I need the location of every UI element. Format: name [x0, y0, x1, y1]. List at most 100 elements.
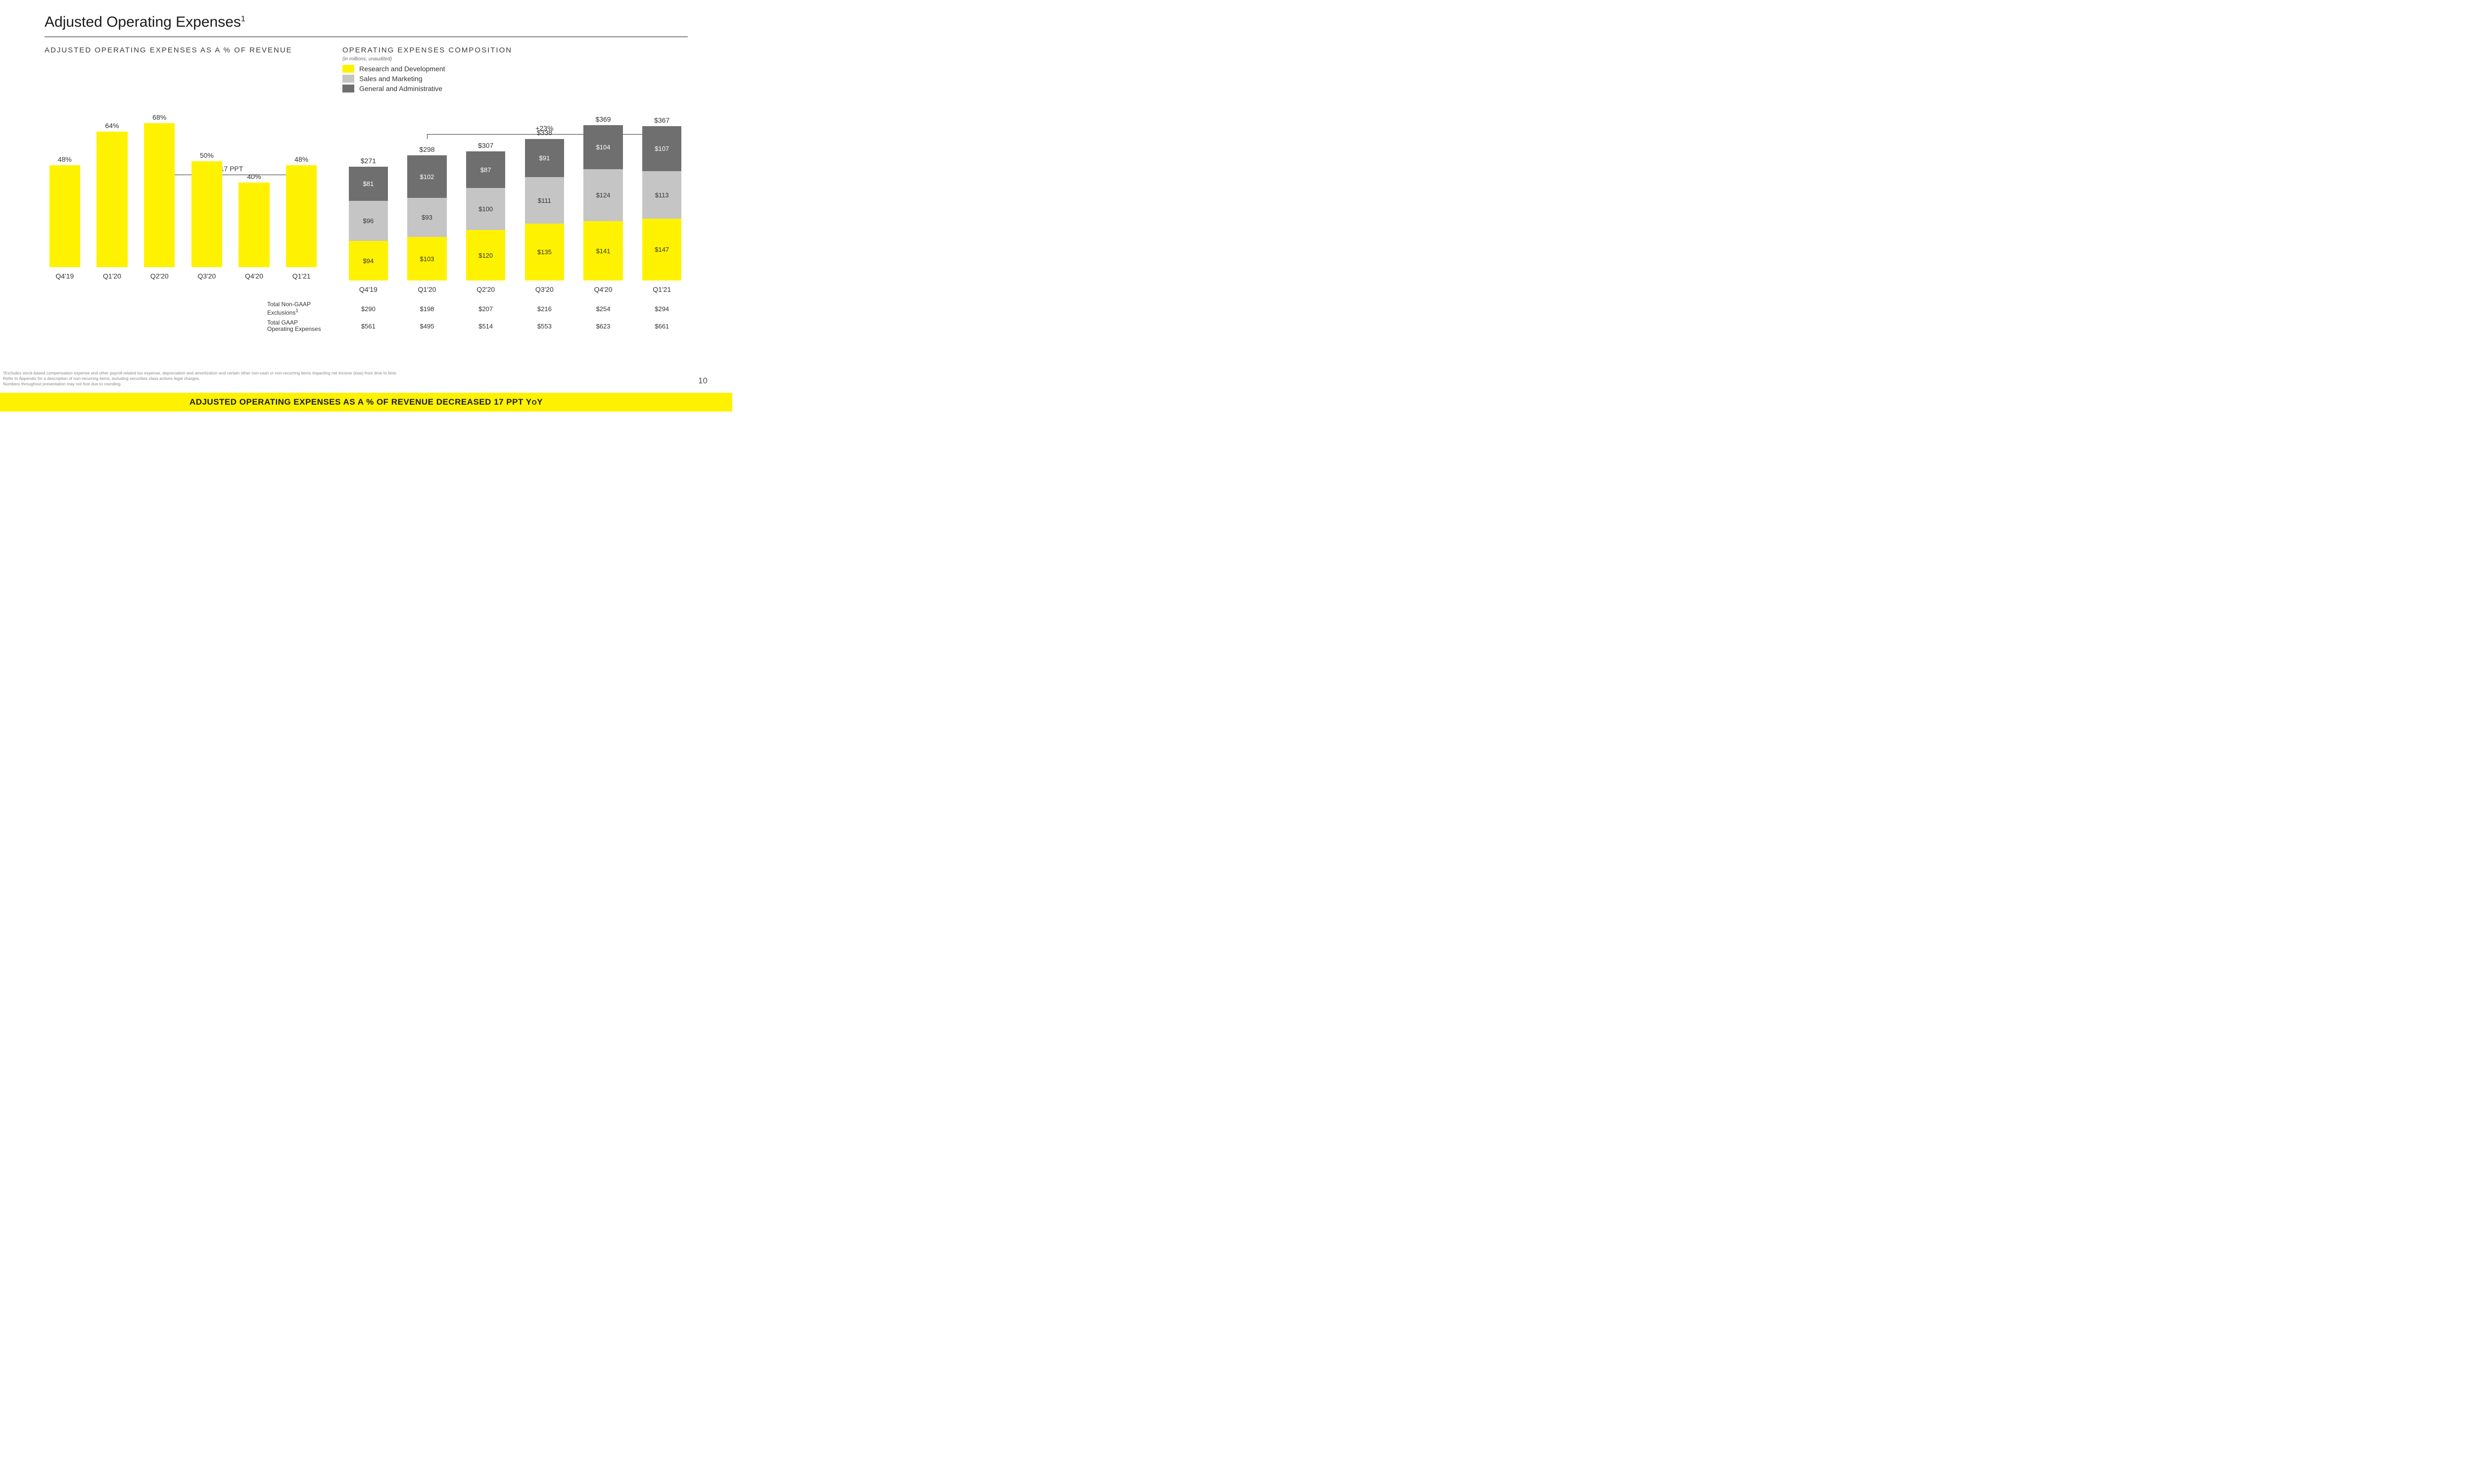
right-x-axis: Q4'19 Q1'20 Q2'20 Q3'20 Q4'20 Q1'21: [342, 280, 688, 293]
right-chart-subnote: (in millions, unaudited): [342, 56, 688, 62]
stacked-bar-col: $307 $120$100$87: [460, 112, 512, 280]
bar-segment: $87: [466, 151, 506, 188]
data-row-label: Total Non-GAAPExclusions1: [267, 301, 342, 317]
data-rows: Total Non-GAAPExclusions1$290$198$207$21…: [342, 301, 688, 333]
legend: Research and Development Sales and Market…: [342, 65, 688, 93]
footnote-line: ¹Excludes stock-based compensation expen…: [3, 371, 722, 376]
bar-total-label: $369: [577, 115, 629, 123]
x-axis-label: Q4'20: [234, 272, 275, 280]
bar-total-label: $307: [460, 141, 512, 149]
bar-segment: $102: [407, 155, 447, 198]
bar-segment: $111: [525, 177, 565, 224]
legend-label: Sales and Marketing: [359, 75, 423, 83]
slide-content: Adjusted Operating Expenses1 ADJUSTED OP…: [0, 0, 732, 336]
bar-col: 50%: [187, 119, 227, 267]
legend-swatch: [342, 85, 354, 93]
left-chart: ADJUSTED OPERATING EXPENSES AS A % OF RE…: [45, 46, 322, 336]
bar-segment: $94: [349, 241, 388, 280]
x-axis-label: Q1'20: [92, 272, 133, 280]
legend-label: General and Administrative: [359, 85, 442, 93]
x-axis-label: Q4'19: [45, 272, 85, 280]
bar-total-label: $367: [636, 116, 688, 124]
bar-stack: $103$93$102: [407, 155, 447, 280]
bar: [144, 123, 175, 267]
bar-segment: $91: [525, 139, 565, 177]
x-axis-label: Q4'19: [342, 285, 394, 293]
bar-total-label: $338: [519, 129, 571, 137]
bar-segment: $141: [583, 221, 623, 280]
bar-total-label: $298: [401, 145, 453, 153]
legend-item: Sales and Marketing: [342, 75, 688, 83]
bar: [191, 161, 222, 267]
bottom-banner: ADJUSTED OPERATING EXPENSES AS A % OF RE…: [0, 393, 732, 412]
data-row-value: $561: [342, 323, 394, 330]
legend-label: Research and Development: [359, 65, 445, 73]
bar-segment: $107: [642, 126, 682, 171]
legend-swatch: [342, 75, 354, 83]
charts-row: ADJUSTED OPERATING EXPENSES AS A % OF RE…: [45, 46, 688, 336]
legend-swatch: [342, 65, 354, 73]
right-chart-title: OPERATING EXPENSES COMPOSITION: [342, 46, 688, 54]
bar-segment: $104: [583, 125, 623, 169]
bar-segment: $100: [466, 188, 506, 230]
data-row-values: $290$198$207$216$254$294: [342, 305, 688, 313]
bar-segment: $96: [349, 201, 388, 241]
page-title: Adjusted Operating Expenses1: [45, 14, 688, 31]
bar-value-label: 48%: [281, 155, 322, 163]
data-row-value: $198: [401, 305, 453, 313]
bar-stack: $120$100$87: [466, 151, 506, 280]
stacked-bar-col: $271 $94$96$81: [342, 112, 394, 280]
data-row-value: $623: [577, 323, 629, 330]
stacked-bar-col: $298 $103$93$102: [401, 112, 453, 280]
bar: [238, 183, 269, 267]
x-axis-label: Q1'20: [401, 285, 453, 293]
bar-value-label: 50%: [187, 151, 227, 159]
data-row-value: $207: [460, 305, 512, 313]
x-axis-label: Q3'20: [519, 285, 571, 293]
bar-segment: $113: [642, 171, 682, 219]
data-row-label: Total GAAPOperating Expenses: [267, 320, 342, 333]
data-row: Total Non-GAAPExclusions1$290$198$207$21…: [342, 301, 688, 317]
bar-col: 68%: [139, 119, 180, 267]
x-axis-label: Q1'21: [636, 285, 688, 293]
x-axis-label: Q1'21: [281, 272, 322, 280]
bar-value-label: 68%: [139, 113, 180, 121]
bar-col: 48%: [281, 119, 322, 267]
bar-stack: $135$111$91: [525, 139, 565, 280]
x-axis-label: Q2'20: [460, 285, 512, 293]
legend-item: Research and Development: [342, 65, 688, 73]
page-number: 10: [698, 376, 708, 386]
data-row-value: $553: [519, 323, 571, 330]
bar-stack: $94$96$81: [349, 167, 388, 280]
x-axis-label: Q3'20: [187, 272, 227, 280]
left-chart-title: ADJUSTED OPERATING EXPENSES AS A % OF RE…: [45, 46, 322, 54]
bar-segment: $93: [407, 198, 447, 237]
data-row-value: $216: [519, 305, 571, 313]
left-bars-row: 48%64%68%50%40%48%: [45, 119, 322, 267]
bar: [96, 132, 127, 267]
right-bars-row: $271 $94$96$81 $298 $103$93$102 $307 $120$100…: [342, 112, 688, 280]
x-axis-label: Q4'20: [577, 285, 629, 293]
bar-col: 64%: [92, 119, 133, 267]
x-axis-label: Q2'20: [139, 272, 180, 280]
left-x-axis: Q4'19 Q1'20 Q2'20 Q3'20 Q4'20 Q1'21: [45, 267, 322, 280]
data-row-value: $661: [636, 323, 688, 330]
data-row-value: $495: [401, 323, 453, 330]
bar: [49, 165, 80, 267]
bar-value-label: 64%: [92, 122, 133, 130]
bar-total-label: $271: [342, 157, 394, 165]
data-row-values: $561 $495 $514 $553 $623 $661: [342, 323, 688, 330]
data-row: Total GAAPOperating Expenses$561$495$514…: [342, 320, 688, 333]
bar-segment: $124: [583, 169, 623, 221]
right-chart-area: +23% $271$94$96$81$298$103$93$102$307$12…: [342, 112, 688, 333]
bar-stack: $147$113$107: [642, 126, 682, 280]
bar-segment: $120: [466, 230, 506, 280]
bar-segment: $81: [349, 167, 388, 201]
data-row-value: $294: [636, 305, 688, 313]
stacked-bar-col: $367 $147$113$107: [636, 112, 688, 280]
right-chart: OPERATING EXPENSES COMPOSITION (in milli…: [342, 46, 688, 336]
data-row-value: $514: [460, 323, 512, 330]
bar-value-label: 40%: [234, 173, 275, 181]
bar-segment: $135: [525, 224, 565, 280]
bar-col: 40%: [234, 119, 275, 267]
